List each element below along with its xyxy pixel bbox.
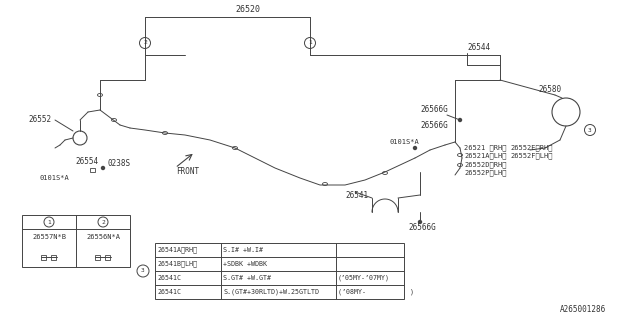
- Text: 26566G: 26566G: [420, 121, 448, 130]
- Text: 26552P〈LH〉: 26552P〈LH〉: [464, 170, 506, 176]
- Bar: [51, 254, 56, 260]
- Circle shape: [413, 147, 417, 149]
- Circle shape: [458, 118, 461, 122]
- Text: 26566G: 26566G: [408, 223, 436, 233]
- Text: 26566G: 26566G: [420, 106, 448, 115]
- Text: 3: 3: [588, 127, 592, 132]
- Bar: [90, 168, 95, 172]
- Text: 26541A〈RH〉: 26541A〈RH〉: [157, 247, 197, 253]
- Text: 26541B〈LH〉: 26541B〈LH〉: [157, 261, 197, 267]
- Text: 26580: 26580: [538, 85, 561, 94]
- Bar: [22, 215, 130, 267]
- Text: 26552E〈RH〉: 26552E〈RH〉: [510, 145, 552, 151]
- Text: 1: 1: [308, 41, 312, 45]
- Text: 26557N*B: 26557N*B: [32, 234, 66, 240]
- Text: 26552F〈LH〉: 26552F〈LH〉: [510, 153, 552, 159]
- Text: S.GT# +W.GT#: S.GT# +W.GT#: [223, 275, 271, 281]
- Text: 26552D〈RH〉: 26552D〈RH〉: [464, 162, 506, 168]
- Text: 0101S*A: 0101S*A: [390, 139, 420, 145]
- Bar: [95, 254, 99, 260]
- Text: (’05MY-’07MY): (’05MY-’07MY): [338, 275, 390, 281]
- Bar: [155, 243, 404, 299]
- Text: 26554: 26554: [75, 157, 98, 166]
- Text: 26541: 26541: [345, 191, 368, 201]
- Text: 0238S: 0238S: [108, 158, 131, 167]
- Text: (’08MY-           ): (’08MY- ): [338, 289, 414, 295]
- Text: 26541C: 26541C: [157, 275, 181, 281]
- Text: 3: 3: [141, 268, 145, 274]
- Text: 26544: 26544: [467, 44, 490, 52]
- Circle shape: [419, 220, 422, 223]
- Text: S.I# +W.I#: S.I# +W.I#: [223, 247, 263, 253]
- Bar: [40, 254, 45, 260]
- Text: 1: 1: [47, 220, 51, 225]
- Text: +SDBK +WDBK: +SDBK +WDBK: [223, 261, 267, 267]
- Text: 0101S*A: 0101S*A: [40, 175, 70, 181]
- Circle shape: [102, 166, 104, 170]
- Text: 26552: 26552: [28, 116, 51, 124]
- Text: A265001286: A265001286: [560, 306, 606, 315]
- Text: 2: 2: [101, 220, 105, 225]
- Text: 26521A〈LH〉: 26521A〈LH〉: [464, 153, 506, 159]
- Text: FRONT: FRONT: [176, 167, 199, 177]
- Text: 26520: 26520: [236, 5, 260, 14]
- Text: 26541C: 26541C: [157, 289, 181, 295]
- Text: 2: 2: [143, 41, 147, 45]
- Text: 26556N*A: 26556N*A: [86, 234, 120, 240]
- Text: 26521 〈RH〉: 26521 〈RH〉: [464, 145, 506, 151]
- Bar: [104, 254, 109, 260]
- Text: S.(GT#+30RLTD)+W.25GTLTD: S.(GT#+30RLTD)+W.25GTLTD: [223, 289, 319, 295]
